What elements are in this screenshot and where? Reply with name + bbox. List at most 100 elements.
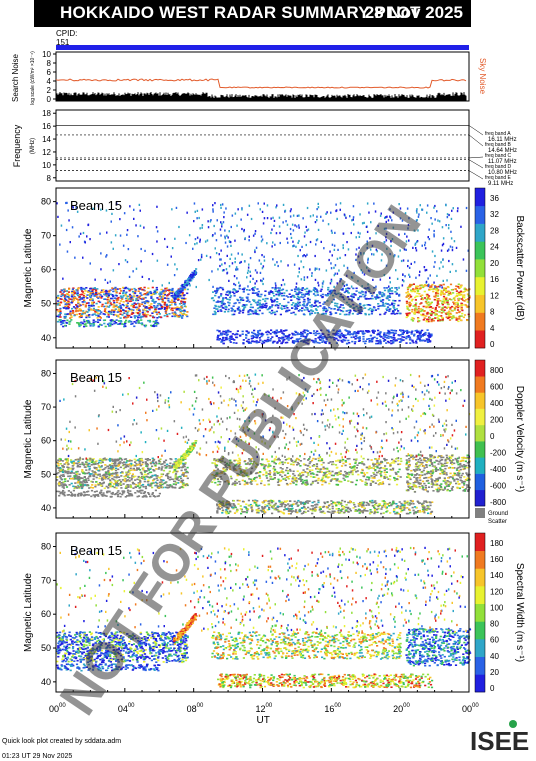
heatmap-cell [422,319,425,321]
heatmap-cell [415,340,418,343]
heatmap-cell [289,210,292,213]
heatmap-cell [330,267,333,270]
heatmap-cell [225,291,228,293]
heatmap-cell [449,306,452,309]
heatmap-cell [216,219,218,222]
heatmap-cell [445,296,448,299]
heatmap-cell [130,308,133,311]
heatmap-cell [129,494,132,496]
heatmap-cell [124,480,127,483]
heatmap-cell [116,306,119,308]
heatmap-cell [241,330,244,333]
heatmap-cell [199,227,201,230]
heatmap-cell [186,471,189,474]
heatmap-cell [449,316,452,318]
heatmap-cell [399,329,403,331]
heatmap-cell [154,310,157,312]
heatmap-cell [240,218,242,221]
heatmap-cell [221,269,224,272]
heatmap-cell [140,459,143,461]
heatmap-cell [72,206,74,209]
heatmap-cell [81,298,84,300]
heatmap-cell [378,291,381,293]
heatmap-cell [157,495,160,497]
heatmap-cell [303,329,306,331]
heatmap-cell [442,237,445,240]
heatmap-cell [83,494,86,496]
heatmap-cell [84,484,87,486]
heatmap-cell [419,330,422,333]
heatmap-cell [251,288,254,290]
heatmap-cell [107,325,111,327]
heatmap-cell [143,286,146,289]
heatmap-cell [67,300,70,302]
heatmap-cell [77,492,80,495]
heatmap-cell [156,297,159,299]
heatmap-cell [349,306,352,308]
heatmap-cell [150,296,153,298]
heatmap-cell [61,322,64,324]
heatmap-cell [228,230,230,233]
heatmap-cell [289,337,292,340]
heatmap-cell [447,227,450,230]
heatmap-cell [390,240,392,243]
heatmap-cell [291,223,294,226]
heatmap-cell [336,302,339,305]
heatmap-cell [121,323,124,325]
heatmap-cell [287,301,290,304]
heatmap-cell [133,302,136,304]
heatmap-cell [154,461,158,463]
heatmap-cell [405,312,408,315]
heatmap-cell [151,299,154,302]
heatmap-cell [118,292,121,295]
heatmap-cell [349,215,351,218]
heatmap-cell [377,333,380,336]
heatmap-cell [408,309,411,311]
heatmap-cell [134,483,137,486]
heatmap-cell [92,458,95,460]
heatmap-cell [426,339,429,342]
heatmap-cell [273,219,276,222]
heatmap-cell [231,262,234,265]
heatmap-cell [445,307,448,309]
heatmap-cell [423,314,426,317]
heatmap-cell [96,296,99,298]
heatmap-cell [160,307,163,309]
heatmap-cell [110,492,113,495]
heatmap-cell [261,340,265,343]
heatmap-cell [356,313,359,315]
heatmap-cell [314,332,317,334]
heatmap-cell [415,308,418,311]
heatmap-cell [267,339,270,341]
heatmap-cell [290,304,293,306]
heatmap-cell [317,206,320,209]
heatmap-cell [64,305,67,308]
heatmap-cell [98,461,101,464]
heatmap-cell [173,311,177,313]
heatmap-cell [306,338,309,341]
heatmap-cell [330,336,334,339]
heatmap-cell [221,339,224,341]
heatmap-cell [321,337,324,340]
heatmap-cell [423,297,427,299]
heatmap-cell [63,307,66,309]
heatmap-cell [379,299,382,302]
heatmap-cell [241,208,243,211]
heatmap-cell [147,484,150,486]
heatmap-cell [398,233,400,236]
heatmap-cell [102,289,105,291]
heatmap-cell [121,296,124,299]
heatmap-cell [328,306,331,309]
heatmap-cell [364,292,367,294]
heatmap-cell [401,333,404,335]
heatmap-cell [361,461,364,463]
heatmap-cell [76,465,79,468]
heatmap-cell [180,302,183,304]
heatmap-cell [427,318,430,321]
heatmap-cell [349,305,352,307]
heatmap-cell [264,290,267,292]
heatmap-cell [217,305,220,308]
heatmap-cell [106,315,109,318]
heatmap-cell [176,295,180,297]
heatmap-cell [62,481,65,483]
